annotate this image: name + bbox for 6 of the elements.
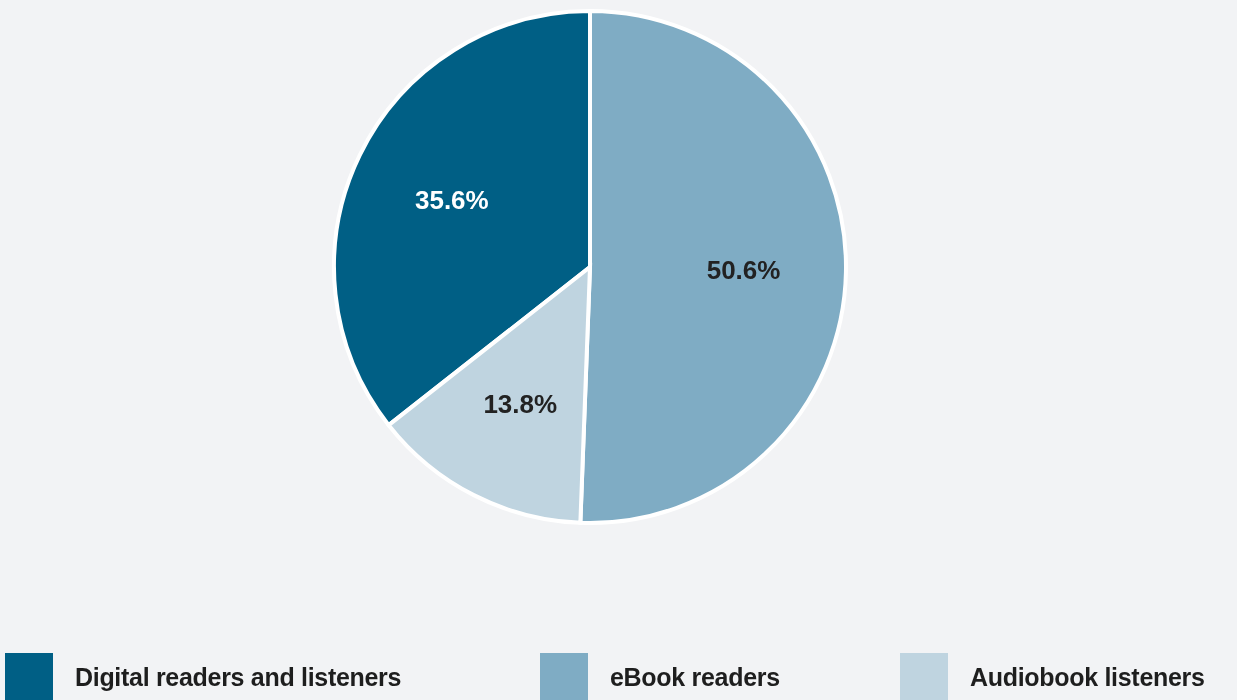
legend-label: Digital readers and listeners bbox=[75, 662, 402, 692]
data-label: 35.6% bbox=[414, 184, 489, 215]
data-label: 13.8% bbox=[483, 388, 558, 419]
legend-label: Audiobook listeners bbox=[970, 662, 1205, 692]
legend-label: eBook readers bbox=[610, 662, 780, 692]
data-label: 50.6% bbox=[706, 254, 781, 285]
